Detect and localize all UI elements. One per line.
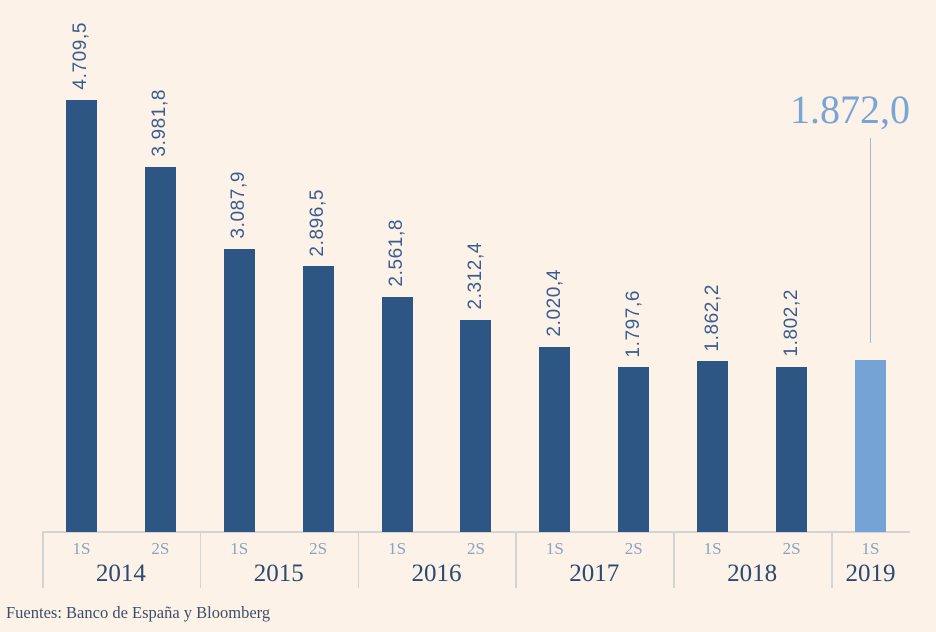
- axis-sem-label: 2S: [466, 539, 485, 558]
- axis-sem-label: 1S: [230, 539, 249, 558]
- axis-separator: [831, 531, 833, 588]
- axis-sem-label: 2S: [309, 539, 328, 558]
- bar-2015-1S: [223, 248, 255, 532]
- axis-year-label: 2014: [95, 560, 146, 587]
- axis-sem-label: 2S: [624, 539, 643, 558]
- bar-2015-2S: [302, 266, 334, 532]
- bar-2014-2S: [144, 166, 176, 532]
- axis-sem-label: 1S: [861, 539, 880, 558]
- axis-sem-label: 2S: [151, 539, 170, 558]
- source-attribution: Fuentes: Banco de España y Bloomberg: [6, 603, 271, 622]
- bar-value-label: 1.862,2: [701, 283, 723, 352]
- bar-value-label: 4.709,5: [70, 22, 92, 90]
- bar-2019-1S: [854, 360, 886, 532]
- axis-year-label: 2015: [253, 560, 304, 587]
- bar-value-label: 2.561,8: [386, 219, 408, 288]
- bar-2014-1S: [65, 100, 97, 532]
- bar-2016-2S: [460, 319, 492, 532]
- axis-separator: [515, 531, 517, 588]
- bar-value-label: 1.802,2: [780, 289, 802, 357]
- bar-value-label: 2.896,5: [307, 188, 329, 257]
- axis-sem-label: 1S: [703, 539, 722, 558]
- axis-separator: [199, 531, 202, 588]
- axis-separator: [357, 531, 360, 588]
- axis-year-label: 2017: [569, 560, 620, 587]
- axis-sem-label: 2S: [782, 539, 801, 558]
- highlight-value-label: 1.872,0: [790, 87, 910, 132]
- bar-2017-2S: [618, 367, 650, 532]
- bar-value-label: 2.020,4: [543, 269, 565, 337]
- bar-2017-1S: [539, 346, 571, 532]
- axis-sem-label: 1S: [388, 539, 407, 558]
- axis-separator: [673, 531, 675, 588]
- annotation-connector-line: [869, 138, 871, 344]
- bar-2018-1S: [697, 361, 729, 532]
- bar-value-label: 2.312,4: [464, 242, 486, 310]
- bar-value-label: 1.797,6: [622, 289, 644, 358]
- bar-2018-2S: [776, 366, 808, 532]
- bar-value-label: 3.087,9: [228, 171, 250, 239]
- axis-year-label: 2019: [845, 560, 896, 587]
- bar-value-label: 3.981,8: [149, 89, 171, 157]
- axis-sem-label: 1S: [72, 539, 91, 558]
- axis-year-label: 2016: [411, 560, 462, 587]
- bar-2016-1S: [381, 297, 413, 532]
- axis-separator: [42, 531, 44, 588]
- axis-sem-label: 1S: [545, 539, 564, 558]
- axis-year-label: 2018: [727, 560, 778, 587]
